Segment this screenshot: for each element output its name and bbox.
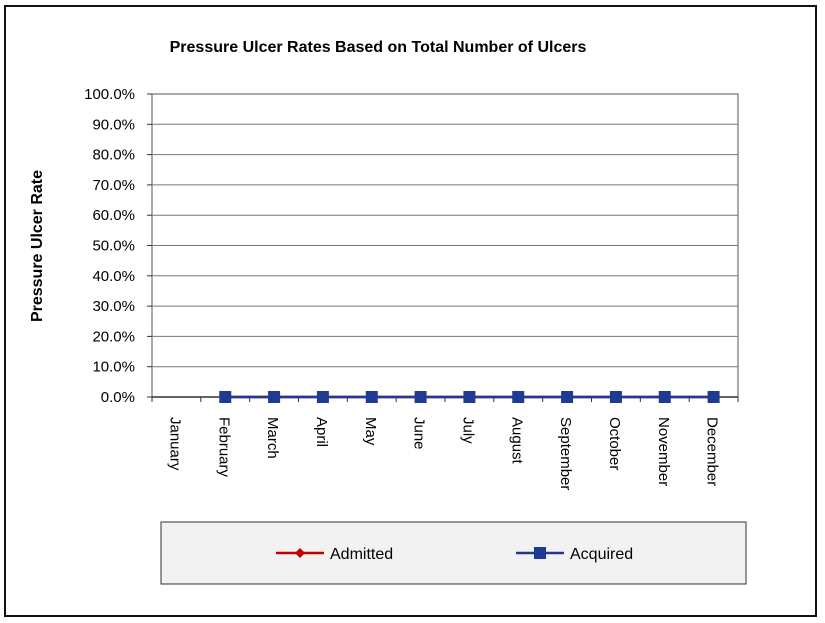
y-tick-label: 50.0% (92, 238, 135, 255)
legend-label: Admitted (330, 546, 393, 563)
x-tick-label: January (166, 417, 183, 471)
y-tick-label: 30.0% (92, 298, 135, 315)
data-point (512, 391, 525, 403)
y-tick-labels: 100.0% 90.0% 80.0% 70.0% 60.0% 50.0% 40.0% 30.0… (84, 86, 135, 406)
data-point (268, 391, 281, 403)
legend-marker (534, 547, 546, 559)
y-tick-label: 60.0% (92, 207, 135, 224)
x-tick-label: October (606, 417, 623, 470)
x-tick-label: May (362, 417, 379, 446)
y-axis-label: Pressure Ulcer Rate (29, 170, 46, 322)
x-tick-label: November (655, 417, 672, 486)
y-tick-label: 40.0% (92, 268, 135, 285)
x-tick-label: July (459, 417, 476, 444)
x-tick-label: March (264, 417, 281, 459)
y-tick-label: 90.0% (92, 116, 135, 133)
y-tick-label: 0.0% (101, 389, 135, 406)
legend-label: Acquired (570, 546, 633, 563)
legend: Admitted Acquired (160, 521, 747, 585)
data-point (414, 391, 427, 403)
data-point (707, 391, 720, 403)
x-tick-label: September (557, 417, 574, 490)
y-tick-label: 20.0% (92, 328, 135, 345)
x-tick-label: February (215, 417, 232, 478)
data-point (609, 391, 622, 403)
x-tick-label: June (411, 417, 428, 450)
data-point (561, 391, 574, 403)
y-tick-label: 100.0% (84, 86, 135, 103)
y-tick-label: 70.0% (92, 177, 135, 194)
legend-marker (295, 548, 305, 558)
x-tick-label: April (313, 417, 330, 447)
data-point (365, 391, 378, 403)
legend-box (160, 521, 747, 585)
data-point (463, 391, 476, 403)
chart-title: Pressure Ulcer Rates Based on Total Numb… (170, 39, 587, 56)
x-tick-label: August (508, 417, 525, 465)
data-point (658, 391, 671, 403)
series-layer (219, 391, 720, 403)
y-tick-label: 10.0% (92, 359, 135, 376)
y-tick-label: 80.0% (92, 147, 135, 164)
x-tick-labels: January February March April May June July Augu… (151, 397, 739, 490)
x-tick-label: December (704, 417, 721, 486)
data-point (219, 391, 232, 403)
data-point (316, 391, 329, 403)
